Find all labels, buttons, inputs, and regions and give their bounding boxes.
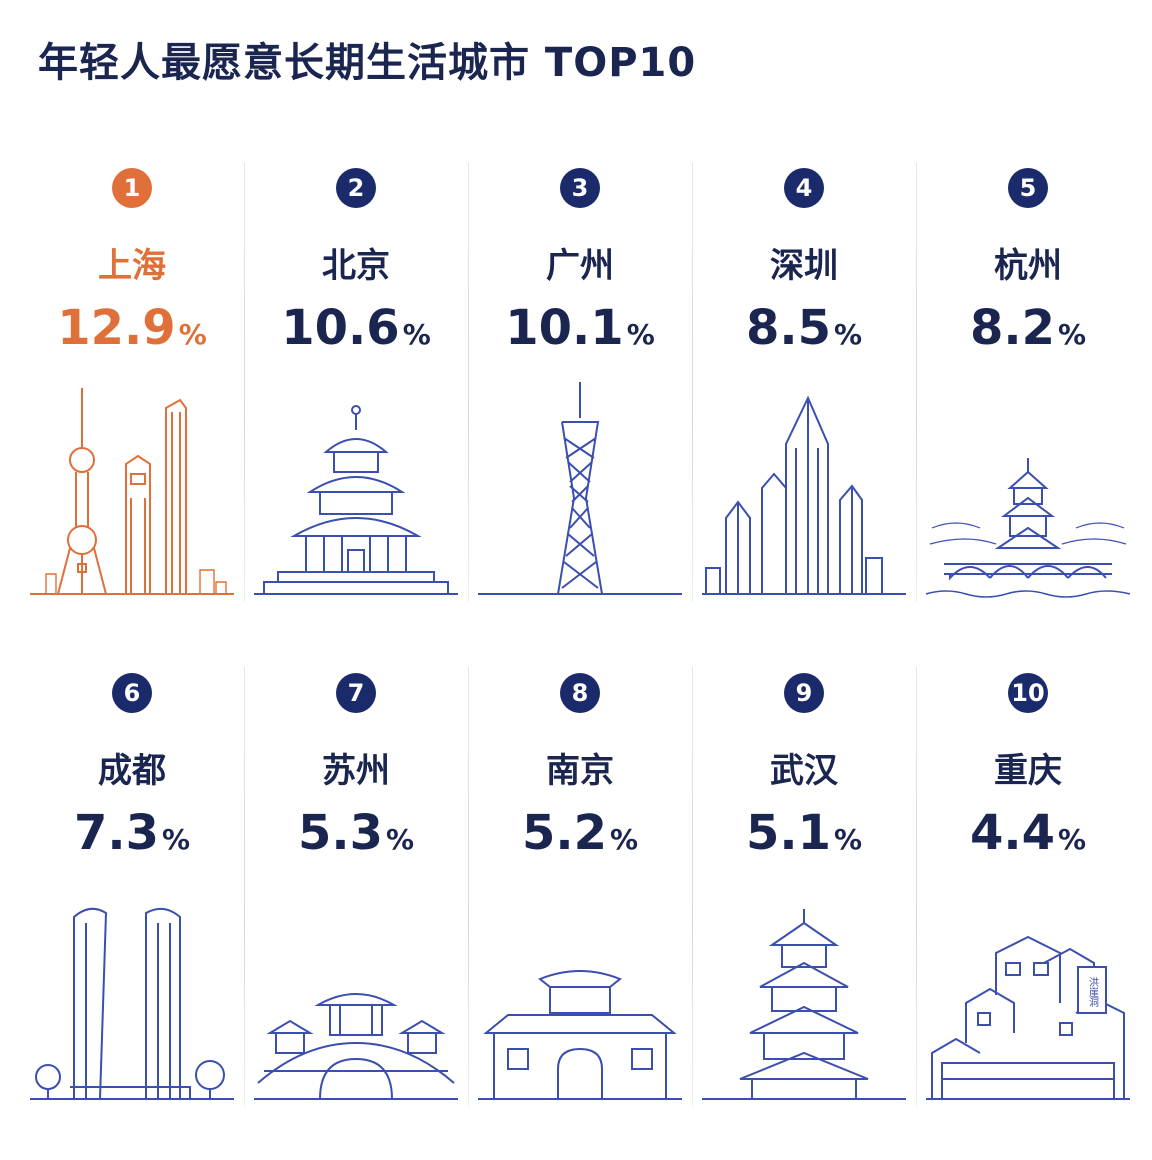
rank-badge: 4 [784,168,824,208]
percentage-value: 10.1 [505,300,624,356]
city-card-hangzhou: 5 杭州 8.2% [916,150,1140,620]
city-card-suzhou: 7 苏州 5.3% [244,655,468,1125]
rank-badge: 1 [112,168,152,208]
city-percentage: 5.3% [244,805,468,861]
chart-title: 年轻人最愿意长期生活城市 TOP10 [38,40,697,86]
column-divider [692,162,693,602]
city-name: 南京 [546,751,614,791]
oriental-pearl-skyline-icon [30,388,234,595]
hongyadong-sign-text: 洪崖洞 [1087,977,1099,1007]
percentage-value: 10.6 [281,300,400,356]
column-divider [692,667,693,1107]
yellow-crane-tower-icon [702,909,906,1100]
column-divider [916,162,917,602]
city-card-chengdu: 6 成都 7.3% [20,655,244,1125]
city-percentage: 5.1% [692,805,916,861]
percentage-value: 5.1 [745,805,831,861]
city-percentage: 8.5% [692,300,916,356]
percentage-value: 4.4 [969,805,1055,861]
city-name: 北京 [322,246,390,286]
city-name: 上海 [98,246,166,286]
city-percentage: 4.4% [916,805,1140,861]
percentage-value: 12.9 [57,300,176,356]
percentage-unit: % [1057,823,1087,856]
city-name: 重庆 [994,751,1062,791]
city-card-beijing: 2 北京 10.6% [244,150,468,620]
city-name: 苏州 [322,751,390,791]
ranking-row-2: 6 成都 7.3% 7 苏州 5.3% [20,655,1140,1160]
skyscraper-cluster-icon [702,395,906,595]
leifeng-pagoda-bridge-icon [926,458,1130,598]
temple-of-heaven-icon [254,405,458,595]
city-name: 深圳 [770,246,838,286]
rank-badge: 3 [560,168,600,208]
percentage-unit: % [833,318,863,351]
city-percentage: 5.2% [468,805,692,861]
rank-badge: 5 [1008,168,1048,208]
percentage-value: 5.3 [297,805,383,861]
city-percentage: 8.2% [916,300,1140,356]
city-percentage: 7.3% [20,805,244,861]
ranking-row-1: 1 上海 12.9% 2 北京 10.6% [20,150,1140,655]
stone-arch-bridge-pavilion-icon [254,993,458,1100]
percentage-unit: % [1057,318,1087,351]
percentage-unit: % [402,318,431,351]
city-card-wuhan: 9 武汉 5.1% [692,655,916,1125]
column-divider [916,667,917,1107]
percentage-value: 7.3 [73,805,159,861]
percentage-unit: % [833,823,863,856]
rank-badge: 9 [784,673,824,713]
twin-towers-icon [30,907,234,1100]
rank-badge: 6 [112,673,152,713]
percentage-unit: % [609,823,639,856]
city-name: 广州 [546,246,614,286]
city-name: 成都 [98,751,166,791]
rank-badge: 10 [1008,673,1048,713]
percentage-unit: % [385,823,415,856]
percentage-unit: % [161,823,191,856]
city-percentage: 12.9% [20,300,244,356]
city-card-guangzhou: 3 广州 10.1% [468,150,692,620]
city-card-shanghai: 1 上海 12.9% [20,150,244,620]
canton-tower-icon [478,382,682,595]
rank-badge: 8 [560,673,600,713]
city-name: 杭州 [994,246,1062,286]
column-divider [468,162,469,602]
city-card-shenzhen: 4 深圳 8.5% [692,150,916,620]
city-percentage: 10.6% [244,300,468,356]
city-card-chongqing: 10 重庆 4.4% 洪崖洞 [916,655,1140,1125]
city-gate-icon [478,970,682,1100]
city-ranking-grid: 1 上海 12.9% 2 北京 10.6% [20,150,1140,1160]
percentage-unit: % [626,318,655,351]
percentage-value: 5.2 [521,805,607,861]
percentage-unit: % [178,318,207,351]
rank-badge: 7 [336,673,376,713]
city-name: 武汉 [770,751,838,791]
city-percentage: 10.1% [468,300,692,356]
column-divider [244,162,245,602]
column-divider [468,667,469,1107]
stilted-houses-icon: 洪崖洞 [926,935,1130,1100]
percentage-value: 8.5 [745,300,831,356]
city-card-nanjing: 8 南京 5.2% [468,655,692,1125]
column-divider [244,667,245,1107]
percentage-value: 8.2 [969,300,1055,356]
rank-badge: 2 [336,168,376,208]
